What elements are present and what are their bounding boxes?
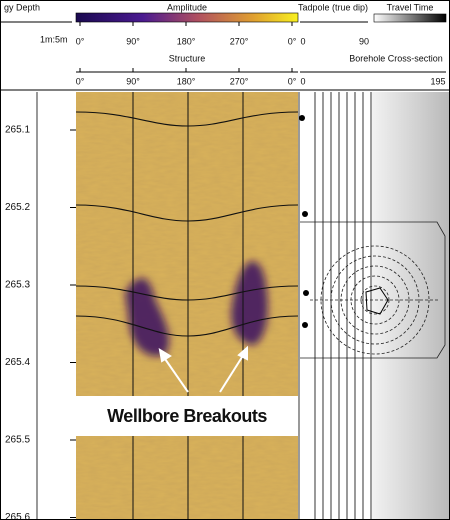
depth-labels: 265.1 265.2 265.3 265.4 265.5 265.6 <box>5 125 76 520</box>
tadpoles <box>299 115 309 328</box>
depth-label: 265.5 <box>5 435 30 446</box>
depth-label: 265.6 <box>5 512 30 520</box>
tick-label: 270° <box>230 76 249 86</box>
tadpole-grid <box>299 92 371 520</box>
annotation: Wellbore Breakouts <box>107 406 267 426</box>
depth-label: 265.4 <box>5 357 30 368</box>
depth-title: gy Depth <box>4 2 40 12</box>
tadpole <box>299 115 305 121</box>
travel-time-title: Travel Time <box>387 2 434 12</box>
depth-label: 265.1 <box>5 125 30 136</box>
tick-label: 0° <box>288 76 297 86</box>
tadpole-tick: 0 <box>300 36 305 46</box>
tadpole-title: Tadpole (true dip) <box>298 2 368 12</box>
tick-label: 0° <box>288 36 297 46</box>
tadpole-tick: 90 <box>359 36 369 46</box>
tick-label: 0° <box>76 36 85 46</box>
tadpole <box>302 322 308 328</box>
tadpole <box>302 211 308 217</box>
depth-label: 265.2 <box>5 202 30 213</box>
cross-section-tick: 195 <box>430 76 445 86</box>
structure-title: Structure <box>169 53 206 63</box>
amplitude-colorbar <box>76 13 298 22</box>
scale: 1m:5m <box>40 34 68 44</box>
amplitude-title: Amplitude <box>167 2 207 12</box>
tadpole <box>303 290 309 296</box>
tick-label: 270° <box>230 36 249 46</box>
cross-section-tick: 0 <box>300 76 305 86</box>
tick-label: 180° <box>177 76 196 86</box>
tick-label: 90° <box>126 76 140 86</box>
header: gy Depth 1m:5m Amplitude 0° 90° 180° 270° 0°… <box>0 0 450 90</box>
cross-section-title: Borehole Cross-section <box>349 53 443 63</box>
tick-label: 90° <box>126 36 140 46</box>
cross-section-bg <box>372 92 450 520</box>
image-track: Wellbore Breakouts <box>76 92 298 520</box>
depth-label: 265.3 <box>5 280 30 291</box>
travel-time-colorbar <box>374 14 446 22</box>
tick-label: 180° <box>177 36 196 46</box>
tick-label: 0° <box>76 76 85 86</box>
log-view: gy Depth 1m:5m Amplitude 0° 90° 180° 270° 0°… <box>0 0 450 520</box>
